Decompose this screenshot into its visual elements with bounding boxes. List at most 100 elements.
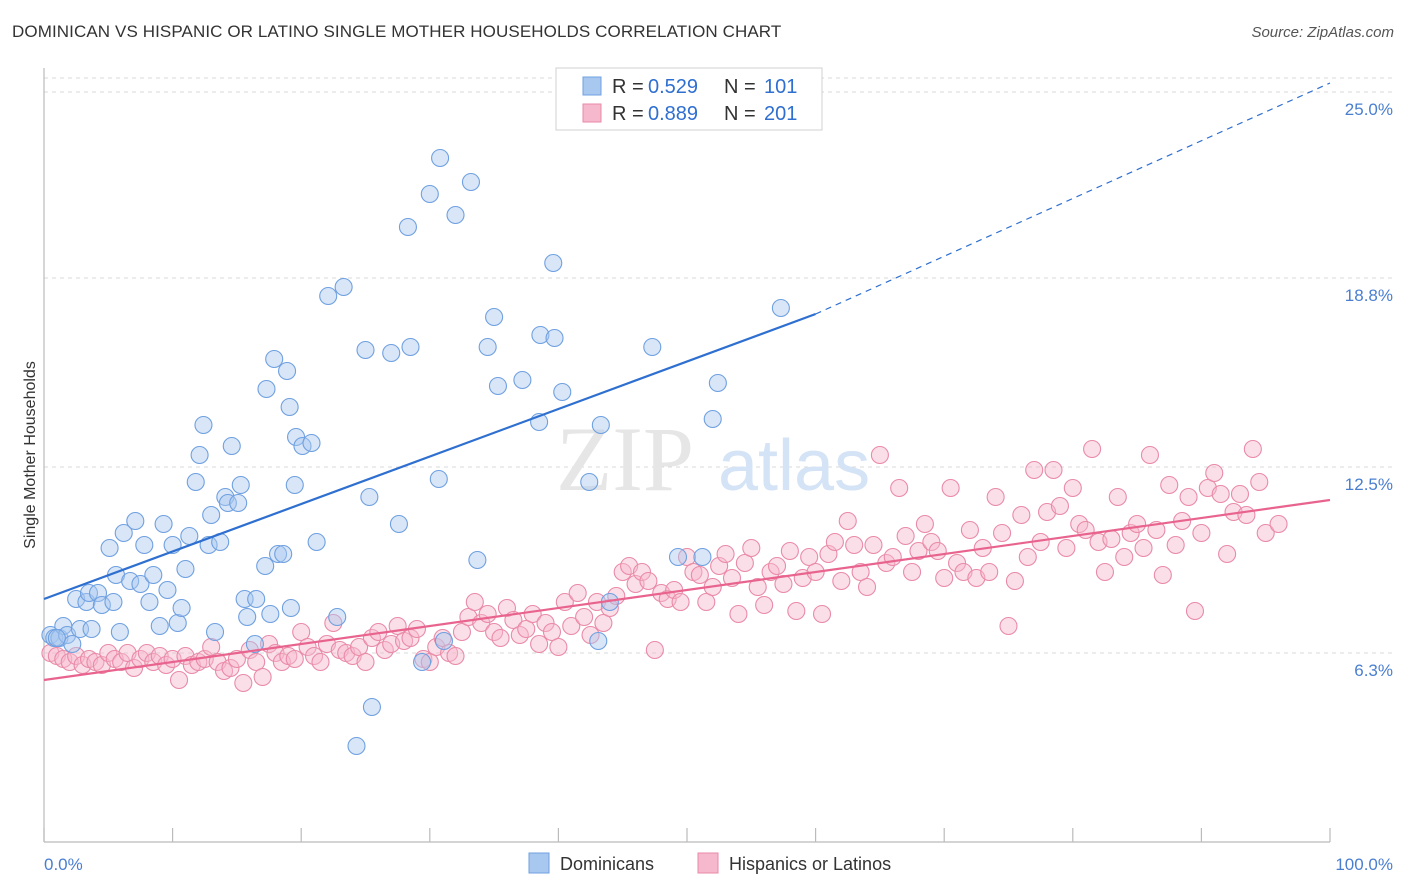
hispanic-point <box>446 646 465 666</box>
hispanic-point <box>1115 547 1134 567</box>
hispanic-point <box>902 562 922 582</box>
dominican-point <box>347 736 366 756</box>
legend-n-label-2: N = <box>724 103 756 125</box>
dominican-point <box>703 409 722 429</box>
dominican-point <box>360 487 379 507</box>
hispanic-point <box>1230 484 1250 504</box>
hispanic-point <box>1179 487 1198 507</box>
dominican-point <box>693 547 712 567</box>
hispanic-point <box>285 649 304 669</box>
dominican-point <box>668 547 688 567</box>
dominican-point <box>131 574 150 594</box>
dominican-point <box>229 493 248 513</box>
hispanic-point <box>1166 535 1185 555</box>
hispanic-point <box>896 526 915 546</box>
trend-lines <box>43 82 1331 682</box>
y-tick-label: 12.5% <box>1345 475 1393 494</box>
dominican-point <box>278 361 297 381</box>
dominican-point <box>274 544 293 564</box>
hispanic-point <box>292 622 311 642</box>
dominican-point <box>580 472 599 492</box>
hispanic-point <box>202 637 221 657</box>
hispanic-point <box>594 613 613 633</box>
dominican-point <box>257 379 276 399</box>
dominican-point <box>168 613 187 633</box>
dominican-point <box>446 205 465 225</box>
dominican-point <box>194 415 213 435</box>
dominican-point <box>245 634 264 654</box>
y-tick-labels: 6.3% 12.5% 18.8% 25.0% <box>1345 100 1393 680</box>
dominican-point <box>478 337 497 357</box>
dominican-point <box>461 172 481 192</box>
dominican-point <box>362 697 381 717</box>
dominican-point <box>413 652 432 672</box>
hispanic-point <box>517 619 536 639</box>
hispanic-point <box>1243 439 1262 459</box>
dominican-point <box>114 523 133 543</box>
hispanic-point <box>1095 562 1114 582</box>
dominican-point <box>382 343 401 363</box>
dominican-trend-extension <box>815 82 1331 315</box>
watermark-zip: ZIP <box>556 408 694 510</box>
hispanic-point <box>221 658 240 678</box>
dominican-point <box>126 511 145 531</box>
dominican-point <box>150 616 169 636</box>
hispanic-point <box>690 565 709 585</box>
hispanic-point <box>1256 523 1275 543</box>
dominican-point <box>121 571 140 591</box>
hispanic-point <box>1063 478 1082 498</box>
dominican-point <box>545 328 564 348</box>
dominican-point <box>82 619 101 639</box>
x-ticks <box>43 828 1331 842</box>
dominican-point <box>302 433 321 453</box>
hispanic-point <box>452 622 472 642</box>
hispanic-point <box>1160 475 1179 495</box>
dominican-points <box>41 148 790 756</box>
legend-r-label-1: R = <box>612 76 644 98</box>
dominican-point <box>104 592 123 612</box>
hispanic-point <box>350 637 369 657</box>
hispanic-point <box>253 667 272 687</box>
hispanic-point <box>568 583 587 603</box>
hispanic-point <box>311 652 330 672</box>
hispanic-point <box>234 673 253 693</box>
hispanic-point <box>1185 601 1205 621</box>
y-tick-label: 6.3% <box>1354 661 1393 680</box>
dominican-point <box>186 472 205 492</box>
dominican-point <box>589 631 608 651</box>
hispanic-point <box>523 604 542 624</box>
dominican-point <box>708 373 727 393</box>
legend-n-label-1: N = <box>724 76 756 98</box>
dominican-point <box>63 634 82 654</box>
hispanic-point <box>960 520 979 540</box>
dominican-point <box>389 514 408 534</box>
hispanic-point <box>562 616 581 636</box>
hispanic-trend-line <box>43 498 1331 682</box>
hispanic-point <box>1005 571 1024 591</box>
dominican-point <box>231 475 250 495</box>
hispanic-point <box>980 562 999 582</box>
dominican-point <box>429 469 448 489</box>
dominican-point <box>256 556 275 576</box>
hispanic-point <box>645 640 664 660</box>
hispanic-point <box>575 607 594 627</box>
hispanic-point <box>1050 496 1069 516</box>
y-tick-label: 18.8% <box>1345 286 1393 305</box>
hispanic-point <box>491 628 510 648</box>
dominican-point <box>319 286 338 306</box>
hispanic-point <box>935 568 954 588</box>
dominican-point <box>771 298 790 318</box>
hispanic-point <box>755 595 774 615</box>
hispanic-point <box>1128 514 1147 534</box>
watermark-atlas: atlas <box>718 426 870 506</box>
hispanic-point <box>1057 538 1076 558</box>
dominican-point <box>334 277 353 297</box>
dominican-point <box>307 532 326 552</box>
hispanic-point <box>639 571 658 591</box>
hispanic-point <box>948 553 967 573</box>
dominican-point <box>180 526 199 546</box>
hispanic-point <box>922 532 941 552</box>
dominican-point <box>140 592 159 612</box>
dominican-point <box>485 307 504 327</box>
